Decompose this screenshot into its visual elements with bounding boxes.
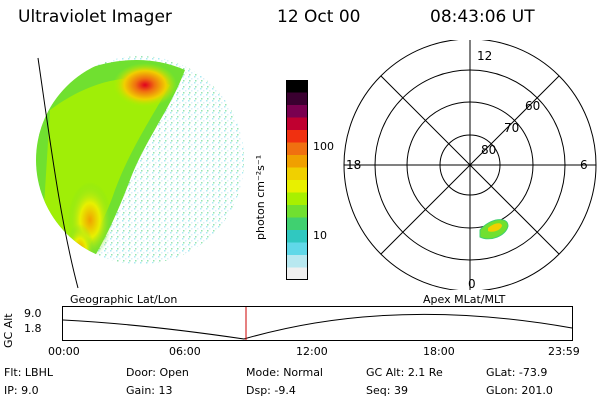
orbit-xtick-0000: 00:00 xyxy=(48,345,80,358)
colorbar-tick-100: 100 xyxy=(313,140,334,153)
orbit-xtick-1200: 12:00 xyxy=(296,345,328,358)
terminator-line xyxy=(37,57,79,289)
colorbar-segment xyxy=(286,205,308,218)
orbit-altitude-curve xyxy=(62,313,573,340)
ring-label-70: 70 xyxy=(504,121,519,135)
colorbar-segment xyxy=(286,92,308,106)
date-label: 12 Oct 00 xyxy=(277,7,361,27)
colorbar-segment xyxy=(286,230,308,243)
colorbar-segment xyxy=(286,255,308,268)
mlt-label-bottom: 0 xyxy=(468,277,476,290)
colorbar-segment xyxy=(286,180,308,193)
colorbar-segment xyxy=(286,267,308,280)
colorbar-segment xyxy=(286,167,308,181)
colorbar-segment xyxy=(286,217,308,231)
mlt-label-top: 12 xyxy=(477,49,492,63)
orbit-xtick-2359: 23:59 xyxy=(548,345,580,358)
right-caption: Apex MLat/MLT xyxy=(423,293,506,306)
colorbar-segment xyxy=(286,192,308,206)
colorbar-segment xyxy=(286,117,308,131)
mlt-label-left: 18 xyxy=(346,158,361,172)
colorbar-segment xyxy=(286,142,308,156)
param-gain: Gain: 13 xyxy=(126,384,173,397)
ring-label-60: 60 xyxy=(525,99,540,113)
instrument-title: Ultraviolet Imager xyxy=(18,7,172,27)
orbit-axis-label: GC Alt xyxy=(2,313,15,348)
colorbar-segment xyxy=(286,155,308,168)
mlt-label-right: 6 xyxy=(580,158,588,172)
param-mode: Mode: Normal xyxy=(246,366,323,379)
param-dsp: Dsp: -9.4 xyxy=(246,384,296,397)
polar-plot: 12 18 6 0 80 70 60 xyxy=(343,40,597,290)
colorbar-frame xyxy=(286,80,308,280)
param-ip: IP: 9.0 xyxy=(4,384,39,397)
param-door: Door: Open xyxy=(126,366,189,379)
time-label: 08:43:06 UT xyxy=(430,7,535,27)
orbit-ytick-high: 9.0 xyxy=(24,307,42,320)
orbit-plot xyxy=(62,306,573,341)
param-gc-alt: GC Alt: 2.1 Re xyxy=(366,366,443,379)
colorbar-unit-label: photon cm⁻²s⁻¹ xyxy=(254,154,267,240)
polar-auroral-core xyxy=(488,223,502,232)
colorbar-segment xyxy=(286,242,308,256)
geographic-image xyxy=(36,56,244,289)
param-glon: GLon: 201.0 xyxy=(486,384,553,397)
orbit-plot-frame xyxy=(62,306,573,341)
orbit-xtick-0600: 06:00 xyxy=(169,345,201,358)
left-caption: Geographic Lat/Lon xyxy=(70,293,178,306)
orbit-ytick-low: 1.8 xyxy=(24,322,42,335)
colorbar xyxy=(286,80,308,280)
polar-diagonal-2 xyxy=(380,75,560,255)
ring-label-80: 80 xyxy=(481,143,496,157)
colorbar-segment xyxy=(286,80,308,93)
orbit-xtick-1800: 18:00 xyxy=(423,345,455,358)
auroral-emission xyxy=(36,56,244,264)
colorbar-segment xyxy=(286,105,308,118)
colorbar-tick-10: 10 xyxy=(313,229,327,242)
param-glat: GLat: -73.9 xyxy=(486,366,548,379)
param-flt: Flt: LBHL xyxy=(4,366,53,379)
colorbar-segment xyxy=(286,130,308,143)
param-seq: Seq: 39 xyxy=(366,384,408,397)
